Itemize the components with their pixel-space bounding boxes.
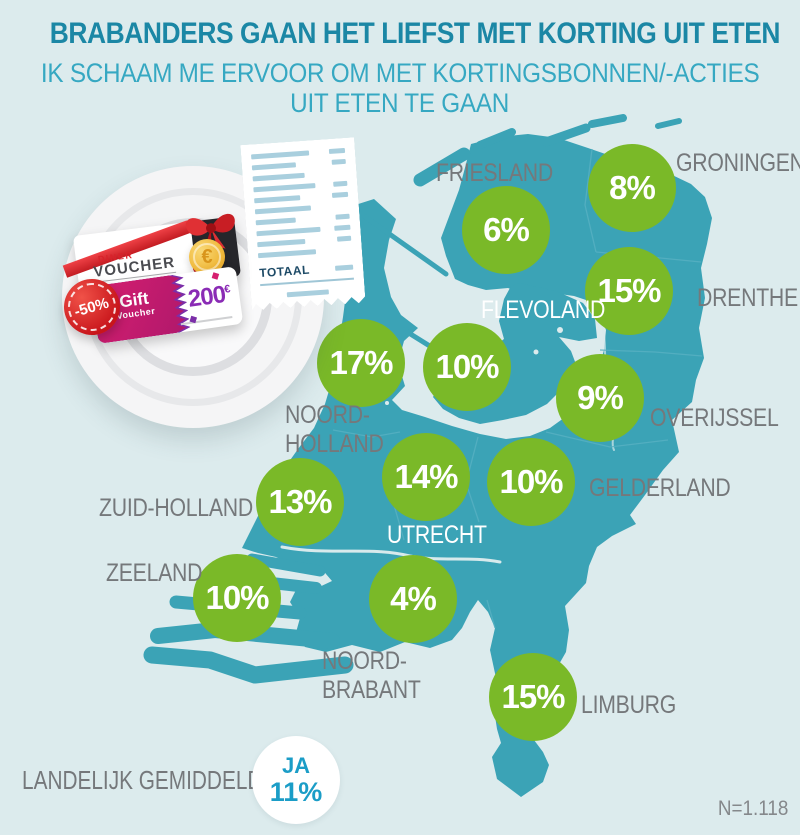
region-label-noord-brabant: NOORD- BRABANT — [322, 647, 421, 704]
receipt-line-row — [254, 192, 348, 204]
receipt: TOTAAL — [240, 137, 365, 311]
region-circle-zuid-holland: 13% — [256, 458, 344, 546]
region-circle-utrecht: 14% — [382, 433, 470, 521]
map-wadden-islands — [413, 114, 682, 187]
receipt-line-row — [253, 181, 347, 193]
region-circle-gelderland: 10% — [487, 438, 575, 526]
region-circle-noord-holland: 17% — [317, 319, 405, 407]
region-circle-noord-brabant: 4% — [369, 555, 457, 643]
region-label-utrecht: UTRECHT — [387, 521, 487, 549]
region-circle-friesland: 6% — [462, 186, 550, 274]
national-average-label: LANDELIJK GEMIDDELDE — [22, 765, 277, 795]
region-circle-groningen: 8% — [588, 144, 676, 232]
region-circle-drenthe: 15% — [585, 247, 673, 335]
diner-voucher-card: DINER VOUCHER €100 — [62, 213, 242, 296]
region-label-noord-holland: NOORD- HOLLAND — [285, 401, 384, 458]
region-label-groningen: GRONINGEN — [676, 149, 800, 177]
gift-voucher-value: 200€ — [186, 280, 231, 313]
receipt-line-row — [257, 236, 351, 248]
receipt-footer-row — [261, 287, 355, 299]
receipt-line-row — [251, 148, 345, 160]
subtitle-line1: IK SCHAAM ME ERVOOR OM MET KORTINGSBONNE… — [40, 58, 760, 88]
region-label-limburg: LIMBURG — [581, 691, 677, 719]
receipt-line-row — [253, 170, 347, 182]
receipt-total-row: TOTAAL — [259, 260, 354, 281]
region-label-zeeland: ZEELAND — [106, 559, 203, 587]
receipt-line-row — [252, 159, 346, 171]
page-title: BRABANDERS GAAN HET LIEFST MET KORTING U… — [49, 17, 781, 50]
receipt-line-row — [256, 225, 350, 237]
ribbon-bow-icon — [185, 213, 235, 252]
region-label-flevoland: FLEVOLAND — [481, 296, 606, 324]
region-label-drenthe: DRENTHE — [697, 284, 798, 312]
region-circle-limburg: 15% — [489, 653, 577, 741]
region-label-gelderland: GELDERLAND — [589, 474, 731, 502]
region-label-friesland: FRIESLAND — [436, 159, 553, 187]
sample-size: N=1.118 — [717, 797, 788, 820]
receipt-line-row — [256, 214, 350, 226]
subtitle-line2: UIT ETEN TE GAAN — [290, 88, 510, 118]
region-label-zuid-holland: ZUID-HOLLAND — [99, 494, 253, 522]
region-circle-zeeland: 10% — [193, 554, 281, 642]
receipt-line-row — [255, 203, 349, 215]
national-average-circle: JA 11% — [252, 736, 340, 824]
region-circle-flevoland: 10% — [423, 323, 511, 411]
national-average-value: 11% — [269, 777, 323, 807]
region-label-overijssel: OVERIJSSEL — [650, 404, 779, 432]
gift-voucher-fineprint — [180, 316, 233, 326]
national-average-answer: JA — [281, 753, 311, 778]
receipt-line-row — [258, 247, 352, 259]
confetti-icon — [211, 272, 220, 280]
receipt-total-label: TOTAAL — [258, 262, 311, 281]
region-circle-overijssel: 9% — [556, 354, 644, 442]
